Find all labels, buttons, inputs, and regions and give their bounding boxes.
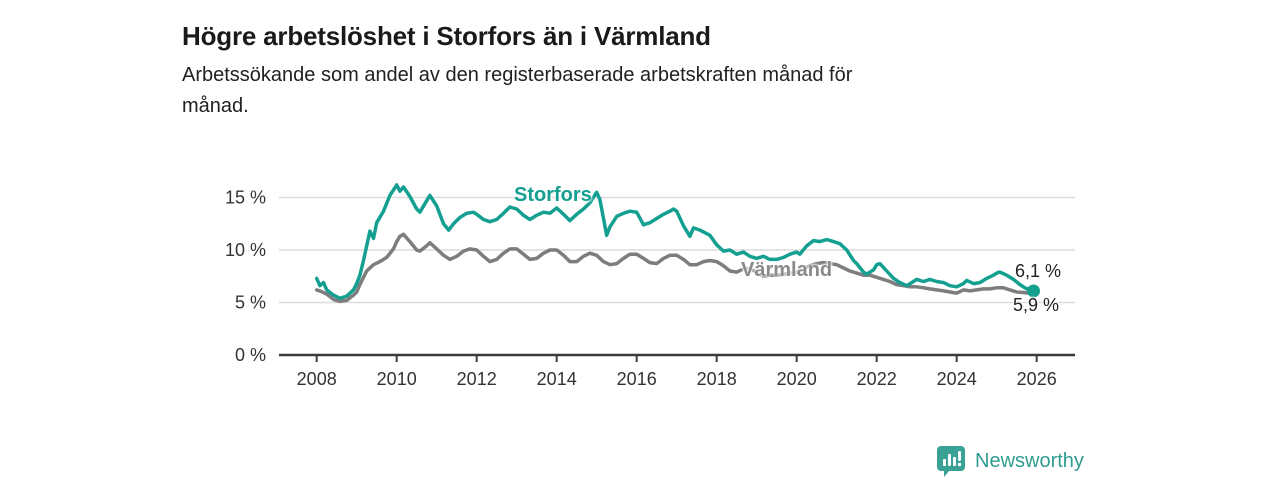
- series-label-varmland: Värmland: [741, 259, 833, 281]
- x-tick-label: 2010: [377, 369, 417, 389]
- x-tick-label: 2024: [937, 369, 977, 389]
- page-subtitle-line2: månad.: [182, 95, 249, 117]
- end-value-storfors: 6,1 %: [1015, 261, 1062, 281]
- newsworthy-brand-link[interactable]: Newsworthy: [936, 445, 1084, 477]
- y-tick-label: 0 %: [235, 345, 266, 365]
- page-subtitle-line1: Arbetssökande som andel av den registerb…: [182, 64, 853, 86]
- y-tick-label: 10 %: [225, 240, 266, 260]
- line-storfors: [314, 183, 1036, 301]
- x-tick-label: 2018: [697, 369, 737, 389]
- end-dot-storfors: [1027, 284, 1040, 298]
- x-tick-label: 2008: [297, 369, 337, 389]
- page-subtitle: Arbetssökande som andel av den registerb…: [182, 60, 1062, 122]
- x-tick-label: 2022: [857, 369, 897, 389]
- x-tick-label: 2012: [457, 369, 497, 389]
- bar-chart-speech-bubble-icon: [937, 446, 965, 477]
- x-tick-label: 2014: [537, 369, 577, 389]
- x-tick-label: 2016: [617, 369, 657, 389]
- line-värmland: [314, 232, 1036, 304]
- y-tick-label: 15 %: [225, 188, 266, 208]
- x-tick-label: 2026: [1017, 369, 1057, 389]
- page-title: Högre arbetslöshet i Storfors än i Värml…: [182, 21, 711, 52]
- brand-name: Newsworthy: [975, 449, 1084, 472]
- x-tick-label: 2020: [777, 369, 817, 389]
- end-value-varmland: 5,9 %: [1013, 295, 1060, 315]
- y-tick-label: 5 %: [235, 293, 266, 313]
- series-label-storfors: Storfors: [514, 184, 592, 206]
